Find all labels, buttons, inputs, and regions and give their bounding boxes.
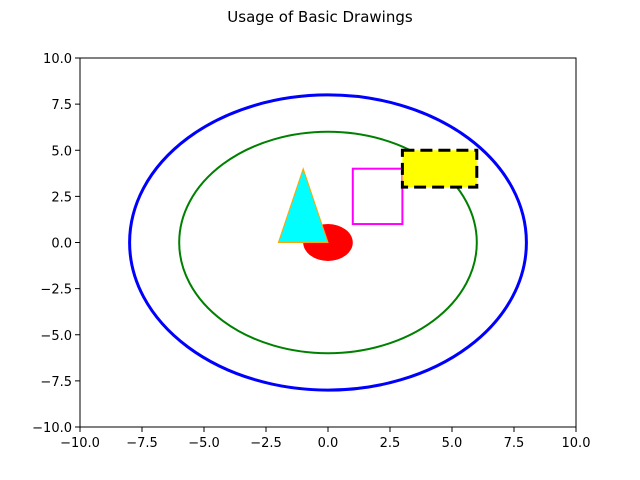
x-tick-label: −5.0 bbox=[188, 436, 220, 451]
y-tick-label: 7.5 bbox=[51, 98, 72, 113]
yellow-dashed-rectangle bbox=[400, 148, 479, 189]
x-tick-label: −2.5 bbox=[250, 436, 282, 451]
y-tick-label: −7.5 bbox=[40, 375, 72, 390]
y-tick-label: −10.0 bbox=[32, 421, 72, 436]
x-tick-label: 7.5 bbox=[504, 436, 525, 451]
circle-r8 bbox=[128, 93, 528, 392]
x-tick-label: 10.0 bbox=[562, 436, 591, 451]
y-tick-label: −5.0 bbox=[40, 329, 72, 344]
y-tick-label: −2.5 bbox=[40, 283, 72, 298]
shapes-layer bbox=[128, 93, 528, 392]
y-tick-label: 5.0 bbox=[51, 144, 72, 159]
circle-r6 bbox=[178, 130, 478, 355]
x-tick-label: −7.5 bbox=[126, 436, 158, 451]
x-tick-label: 0.0 bbox=[318, 436, 339, 451]
x-tick-label: 5.0 bbox=[442, 436, 463, 451]
x-tick-label: −10.0 bbox=[60, 436, 100, 451]
y-tick-label: 0.0 bbox=[51, 237, 72, 252]
magenta-rectangle bbox=[351, 167, 404, 226]
x-tick-label: 2.5 bbox=[380, 436, 401, 451]
cyan-triangle bbox=[277, 167, 329, 243]
y-axis: −10.0 −7.5 −5.0 −2.5 0.0 2.5 5.0 7.5 10.0 bbox=[32, 52, 80, 436]
y-tick-label: 2.5 bbox=[51, 190, 72, 205]
chart-title: Usage of Basic Drawings bbox=[227, 8, 413, 26]
x-axis: −10.0 −7.5 −5.0 −2.5 0.0 2.5 5.0 7.5 10.0 bbox=[60, 427, 590, 451]
y-tick-label: 10.0 bbox=[43, 52, 72, 67]
